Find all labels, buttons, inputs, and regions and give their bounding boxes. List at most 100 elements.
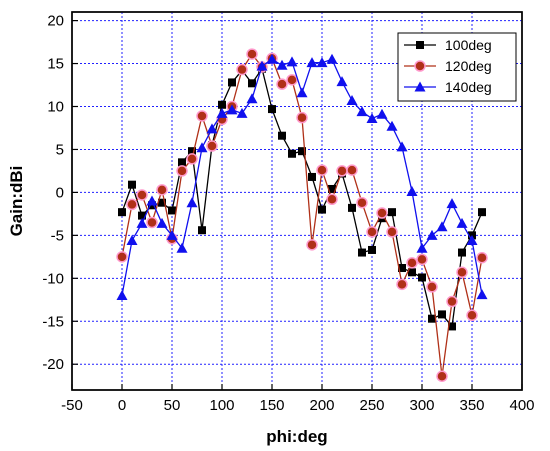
x-tick-label: 200 bbox=[309, 397, 334, 414]
data-point bbox=[418, 273, 426, 282]
data-point bbox=[368, 245, 376, 254]
legend-marker bbox=[416, 41, 424, 49]
data-point bbox=[326, 53, 338, 64]
data-point bbox=[216, 107, 228, 118]
data-point bbox=[176, 165, 188, 177]
data-point bbox=[186, 153, 198, 165]
data-point bbox=[348, 203, 356, 212]
data-point bbox=[266, 53, 278, 64]
data-point bbox=[416, 253, 428, 266]
data-point bbox=[326, 193, 338, 206]
data-point bbox=[276, 59, 288, 70]
data-point bbox=[426, 229, 438, 240]
legend-marker bbox=[414, 60, 426, 72]
data-point bbox=[328, 184, 336, 193]
data-point bbox=[466, 309, 478, 322]
data-point bbox=[296, 111, 308, 124]
y-tick-label: -10 bbox=[42, 270, 64, 287]
data-point bbox=[436, 370, 448, 383]
data-point bbox=[236, 107, 248, 118]
data-point bbox=[116, 251, 128, 263]
data-point bbox=[336, 165, 348, 177]
data-point bbox=[178, 158, 186, 167]
series-140deg bbox=[116, 53, 488, 300]
x-tick-label: 50 bbox=[164, 397, 181, 414]
data-point bbox=[416, 242, 428, 253]
ticks: -50 0 50 100 150 200 250 300 350 400-20-15-10-505… bbox=[42, 13, 534, 414]
x-tick-label: -50 bbox=[61, 397, 83, 414]
data-point bbox=[118, 208, 126, 217]
data-point bbox=[136, 189, 148, 201]
data-point bbox=[406, 186, 418, 197]
data-point bbox=[346, 164, 358, 176]
data-point bbox=[306, 57, 318, 68]
data-point bbox=[268, 105, 276, 114]
data-point bbox=[428, 314, 436, 323]
data-point bbox=[446, 295, 458, 308]
data-point bbox=[318, 205, 326, 214]
data-point bbox=[166, 229, 178, 240]
data-point bbox=[156, 217, 168, 228]
data-point bbox=[228, 78, 236, 87]
data-point bbox=[278, 131, 286, 140]
series-100deg bbox=[118, 64, 486, 331]
data-point bbox=[206, 123, 218, 134]
y-tick-label: 10 bbox=[47, 99, 64, 116]
legend-label: 100deg bbox=[445, 37, 492, 53]
data-point bbox=[396, 141, 408, 152]
series-120deg bbox=[116, 48, 488, 383]
x-tick-label: 150 bbox=[259, 397, 284, 414]
legend-label: 140deg bbox=[445, 79, 492, 95]
data-point bbox=[256, 60, 268, 71]
data-point bbox=[158, 198, 166, 207]
y-tick-label: -15 bbox=[42, 313, 64, 330]
data-point bbox=[248, 79, 256, 88]
data-point bbox=[458, 248, 466, 257]
data-point bbox=[126, 198, 138, 211]
data-point bbox=[388, 208, 396, 217]
x-tick-label: 100 bbox=[209, 397, 234, 414]
data-point bbox=[186, 197, 198, 208]
data-point bbox=[176, 242, 188, 253]
data-point bbox=[136, 217, 148, 228]
grid bbox=[72, 12, 522, 390]
data-point bbox=[466, 235, 478, 246]
y-axis-title: Gain:dBi bbox=[7, 166, 26, 237]
data-point bbox=[386, 226, 398, 238]
data-point bbox=[476, 289, 488, 300]
y-tick-label: 0 bbox=[56, 184, 64, 201]
data-point bbox=[398, 264, 406, 273]
data-point bbox=[426, 281, 438, 293]
data-point bbox=[478, 208, 486, 217]
data-point bbox=[408, 268, 416, 277]
data-point bbox=[276, 78, 288, 90]
data-point bbox=[286, 56, 298, 67]
legend-marker bbox=[414, 81, 426, 92]
data-point bbox=[188, 147, 196, 156]
data-point bbox=[246, 48, 258, 60]
data-point bbox=[218, 100, 226, 109]
data-point bbox=[316, 164, 328, 176]
x-tick-label: 0 bbox=[118, 397, 126, 414]
data-point bbox=[448, 322, 456, 331]
data-point bbox=[128, 180, 136, 189]
data-point bbox=[126, 235, 138, 246]
plot-frame-border bbox=[71, 11, 523, 391]
data-point bbox=[436, 221, 448, 232]
data-point bbox=[356, 196, 368, 209]
data-point bbox=[356, 106, 368, 117]
data-point bbox=[138, 211, 146, 220]
data-point bbox=[476, 251, 488, 264]
x-tick-label: 400 bbox=[509, 397, 534, 414]
data-point bbox=[336, 76, 348, 87]
data-point bbox=[446, 198, 458, 209]
y-tick-label: -20 bbox=[42, 356, 64, 373]
data-point bbox=[308, 172, 316, 181]
y-tick-label: 5 bbox=[56, 141, 64, 158]
data-point bbox=[438, 310, 446, 319]
x-tick-label: 300 bbox=[409, 397, 434, 414]
data-point bbox=[226, 104, 238, 115]
data-point bbox=[316, 57, 328, 68]
data-point bbox=[366, 113, 378, 124]
